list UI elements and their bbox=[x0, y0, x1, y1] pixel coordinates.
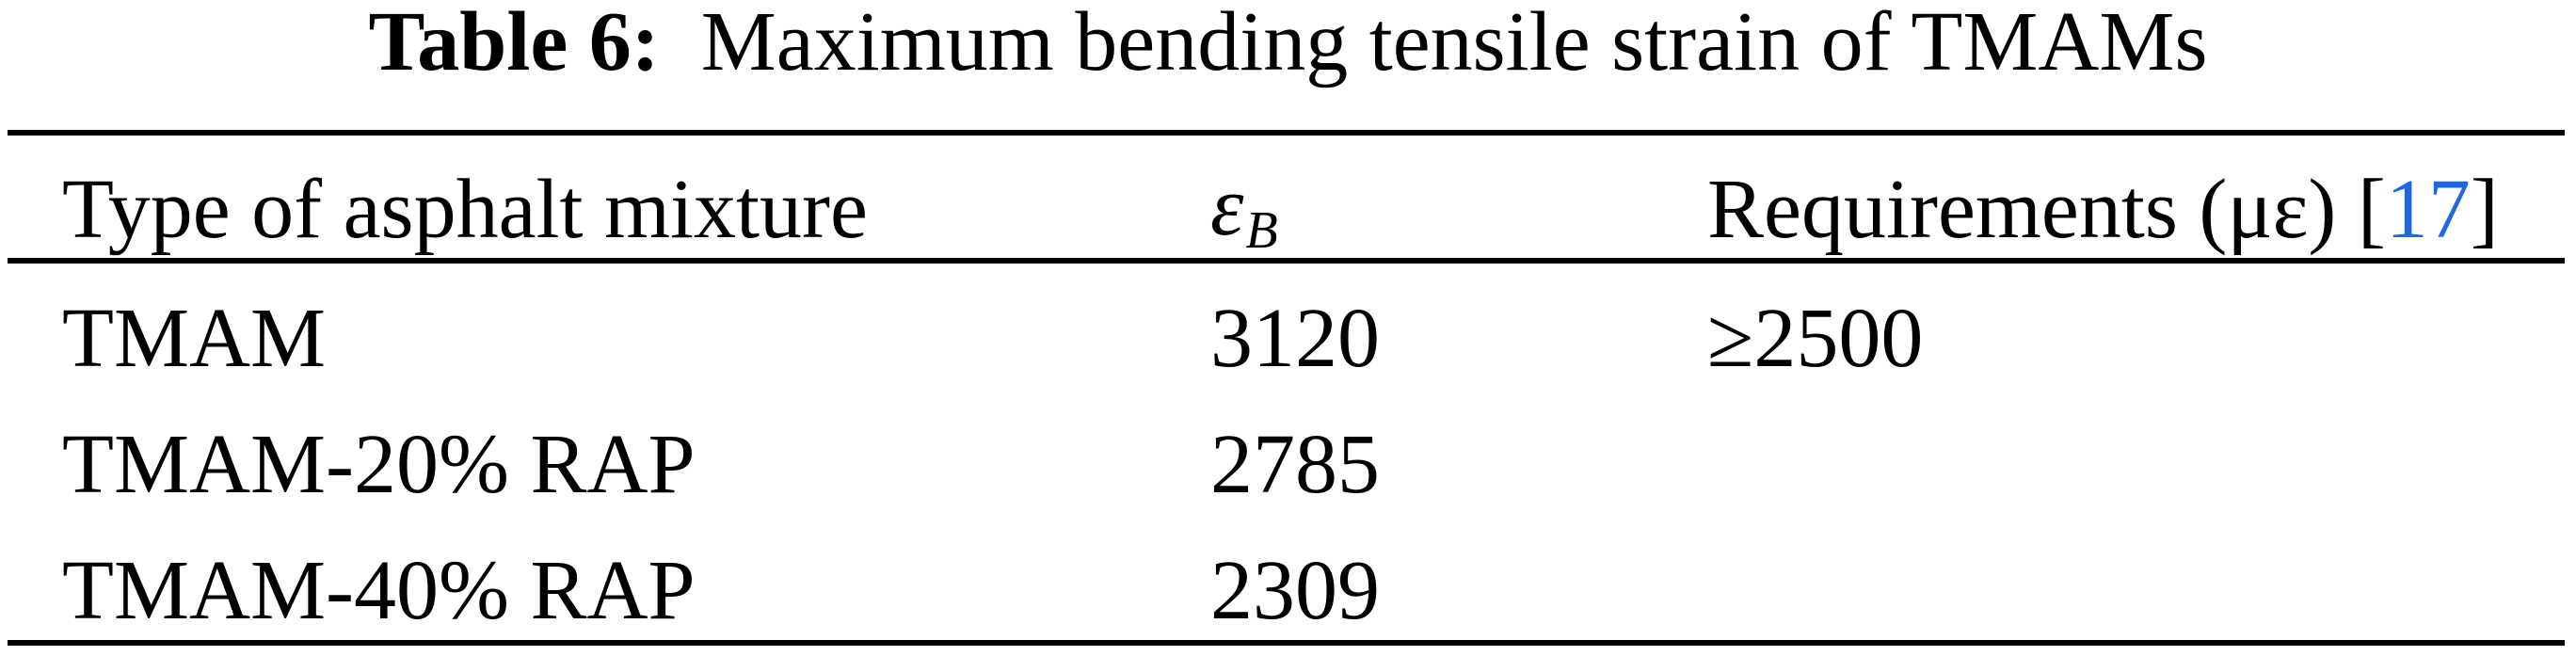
table-row: TMAM 3120 ≥2500 bbox=[8, 264, 2565, 390]
table-header-row: Type of asphalt mixture εB Requirements … bbox=[8, 136, 2565, 261]
epsilon-subscript-B: B bbox=[1245, 201, 1278, 260]
col-header-strain-symbol: εB bbox=[1210, 136, 1707, 261]
top-rule bbox=[8, 130, 2565, 136]
requirements-header-bracket: ] bbox=[2470, 163, 2499, 256]
requirements-header-text: Requirements (με) [ bbox=[1707, 163, 2386, 256]
table-row: TMAM-20% RAP 2785 bbox=[8, 390, 2565, 516]
cell-strain-value: 3120 bbox=[1210, 291, 1380, 385]
table-row: TMAM-40% RAP 2309 bbox=[8, 516, 2565, 642]
cell-requirement-value bbox=[1707, 516, 2565, 642]
col-header-mixture-type: Type of asphalt mixture bbox=[62, 163, 868, 256]
bottom-rule bbox=[8, 640, 2565, 646]
cell-mixture-type: TMAM bbox=[62, 291, 327, 385]
col-header-requirements: Requirements (με) [17] bbox=[1707, 136, 2565, 261]
cell-mixture-type: TMAM-20% RAP bbox=[62, 417, 696, 511]
cell-mixture-type: TMAM-40% RAP bbox=[62, 543, 696, 637]
table-caption-text: Maximum bending tensile strain of TMAMs bbox=[700, 0, 2208, 88]
epsilon-symbol: ε bbox=[1210, 160, 1244, 253]
table-caption-label: Table 6: bbox=[368, 0, 660, 88]
cell-requirement-value bbox=[1707, 390, 2565, 516]
table-caption: Table 6: Maximum bending tensile strain o… bbox=[0, 0, 2576, 85]
cell-requirement-value: ≥2500 bbox=[1707, 291, 1924, 385]
citation-link-17[interactable]: 17 bbox=[2385, 163, 2471, 256]
cell-strain-value: 2785 bbox=[1210, 417, 1380, 511]
cell-strain-value: 2309 bbox=[1210, 543, 1380, 637]
header-rule bbox=[8, 258, 2565, 264]
